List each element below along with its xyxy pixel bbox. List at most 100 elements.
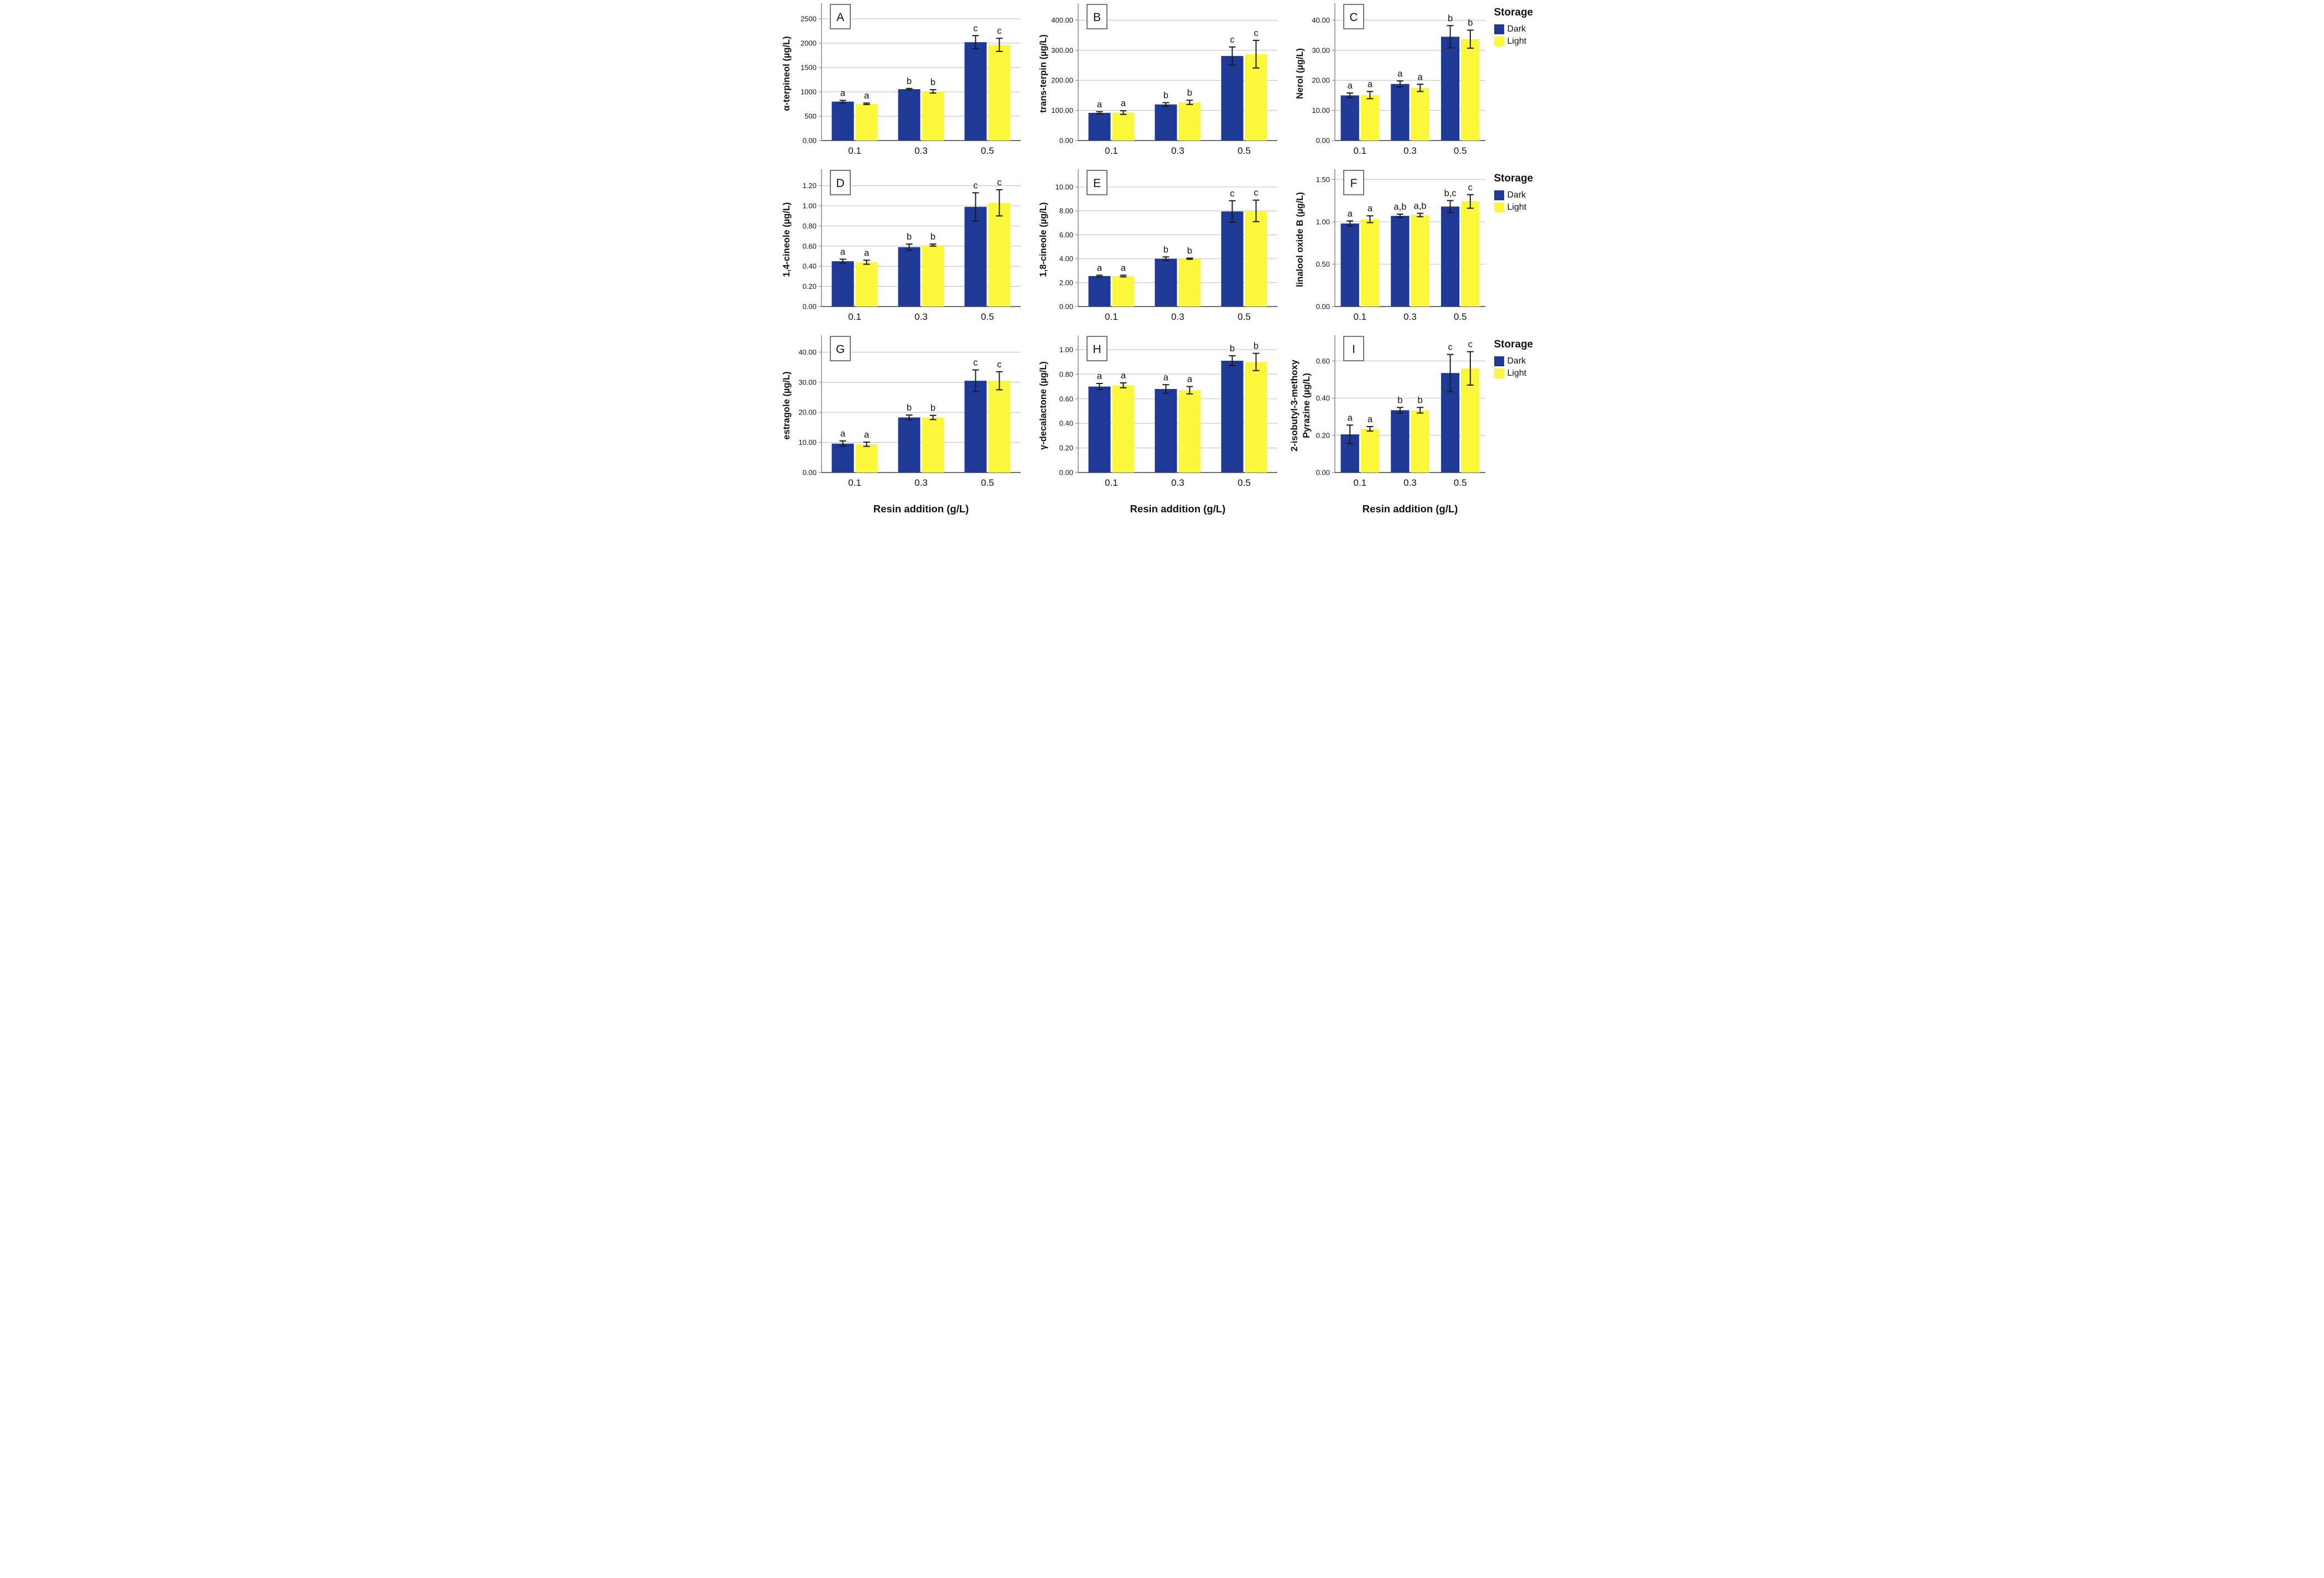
bar-light [1245, 211, 1267, 307]
y-tick-label: 0.40 [1316, 394, 1329, 402]
y-axis-label: estragole (µg/L) [782, 371, 792, 439]
x-tick-label: 0.3 [1171, 477, 1184, 488]
significance-letter: a,b [1394, 202, 1406, 212]
significance-letter: b [906, 232, 911, 242]
x-axis-label: Resin addition (g/L) [873, 503, 969, 515]
y-tick-label: 1.00 [1316, 217, 1329, 226]
light-swatch-icon [1494, 203, 1504, 212]
significance-letter: b [906, 76, 911, 86]
significance-letter: b [1468, 18, 1473, 28]
y-tick-label: 1.50 [1316, 175, 1329, 184]
bar-dark [1221, 211, 1243, 307]
x-tick-label: 0.3 [1403, 312, 1417, 322]
y-axis-label: Nerol (µg/L) [1295, 48, 1305, 99]
bar-dark [1088, 276, 1110, 307]
x-tick-label: 0.5 [981, 146, 994, 156]
bar-light [1112, 112, 1134, 141]
y-tick-label: 0.20 [1316, 431, 1329, 439]
significance-letter: a [840, 247, 845, 257]
bar-light [1178, 258, 1200, 307]
significance-letter: c [1448, 342, 1452, 352]
significance-letter: c [997, 26, 1001, 36]
bar-light [988, 203, 1010, 307]
y-tick-label: 30.00 [798, 378, 817, 386]
significance-letter: a [1367, 204, 1372, 214]
x-tick-label: 0.3 [914, 312, 928, 322]
legend-item-light: Light [1494, 37, 1533, 46]
y-tick-label: 4.00 [1059, 255, 1073, 263]
significance-letter: c [997, 178, 1001, 188]
legend-title: Storage [1494, 173, 1533, 184]
y-axis-label: linalool oxide B (µg/L) [1295, 192, 1305, 287]
chart-panel-C: 0.00 10.00 20.00 30.00 40.00 a a 0.1 a a 0.3 b b 0.5 C… [1295, 3, 1485, 156]
bar-light [1178, 390, 1200, 473]
bar-light [1360, 219, 1379, 307]
chart-panel-H: 0.00 0.20 0.40 0.60 0.80 1.00 a a 0.1 a a 0.3 b b 0.5 H… [1038, 335, 1277, 515]
panel-label: C [1349, 11, 1358, 24]
y-tick-label: 0.50 [1316, 260, 1329, 268]
bar-dark [964, 206, 986, 307]
x-tick-label: 0.1 [1353, 312, 1366, 322]
x-tick-label: 0.1 [1353, 477, 1366, 488]
significance-letter: b [1447, 13, 1452, 23]
panel-label-box [829, 336, 851, 361]
x-tick-label: 0.1 [848, 312, 861, 322]
y-tick-label: 200.00 [1051, 76, 1073, 85]
bar-light [922, 417, 944, 473]
legend-title: Storage [1494, 339, 1533, 350]
y-tick-label: 20.00 [798, 408, 817, 417]
significance-letter: c [997, 360, 1001, 370]
y-tick-label: 1.00 [802, 202, 816, 210]
significance-letter: a [840, 88, 845, 98]
y-tick-label: 0.80 [802, 222, 816, 230]
panel-label-box [829, 4, 851, 29]
chart-panel-A: 0.00 500 1000 1500 2000 2500 a a 0.1 b b 0.3 c c 0.5 Aα… [782, 3, 1021, 156]
bar-dark [1390, 84, 1409, 141]
bar-dark [1155, 389, 1177, 473]
legend-item-dark: Dark [1494, 24, 1533, 34]
significance-letter: c [1230, 189, 1234, 199]
bar-dark [1340, 95, 1359, 141]
bar-dark [831, 261, 854, 307]
significance-letter: b [930, 403, 935, 413]
significance-letter: c [1468, 340, 1472, 350]
y-tick-label: 1.20 [802, 181, 816, 190]
bar-light [855, 262, 877, 307]
significance-letter: b [1397, 395, 1402, 405]
legend-label-light: Light [1507, 37, 1527, 46]
bar-dark [1340, 223, 1359, 307]
legend-label-dark: Dark [1507, 24, 1526, 34]
chart-panel-I: 0.00 0.20 0.40 0.60 a a 0.1 b b 0.3 c c 0.5 I 2-isobut… [1290, 335, 1485, 515]
light-swatch-icon [1494, 368, 1504, 378]
y-tick-label: 2000 [800, 39, 817, 48]
y-tick-label: 40.00 [1312, 16, 1330, 24]
x-tick-label: 0.5 [1238, 146, 1251, 156]
panel-label-box [1086, 4, 1108, 29]
significance-letter: b [930, 77, 935, 87]
legend-label-light: Light [1507, 368, 1527, 378]
y-tick-label: 0.40 [1059, 419, 1073, 428]
significance-letter: a [1096, 371, 1102, 381]
panel-label-box [1343, 336, 1364, 361]
significance-letter: a [864, 430, 869, 440]
significance-letter: a [1096, 100, 1102, 110]
significance-letter: a [1417, 72, 1423, 82]
panel-label: G [835, 343, 844, 356]
y-tick-label: 0.80 [1059, 370, 1073, 378]
legend-item-light: Light [1494, 368, 1533, 378]
y-tick-label: 30.00 [1312, 46, 1330, 54]
bar-dark [831, 101, 854, 141]
significance-letter: b,c [1444, 189, 1456, 199]
panel-label: A [836, 11, 844, 24]
y-axis-label: 2-isobutyl-3-methoxy [1290, 359, 1299, 451]
significance-letter: c [1254, 28, 1258, 38]
y-tick-label: 300.00 [1051, 46, 1073, 54]
dark-swatch-icon [1494, 190, 1504, 200]
y-tick-label: 0.00 [1316, 137, 1329, 145]
x-tick-label: 0.1 [1105, 477, 1118, 488]
panel-E: 0.00 2.00 4.00 6.00 8.00 10.00 a a 0.1 b b 0.3 c c 0.5… [1031, 166, 1287, 332]
panel-G: 0.00 10.00 20.00 30.00 40.00 a a 0.1 b b 0.3 c c 0.5 G… [774, 332, 1031, 521]
bar-dark [898, 417, 920, 473]
